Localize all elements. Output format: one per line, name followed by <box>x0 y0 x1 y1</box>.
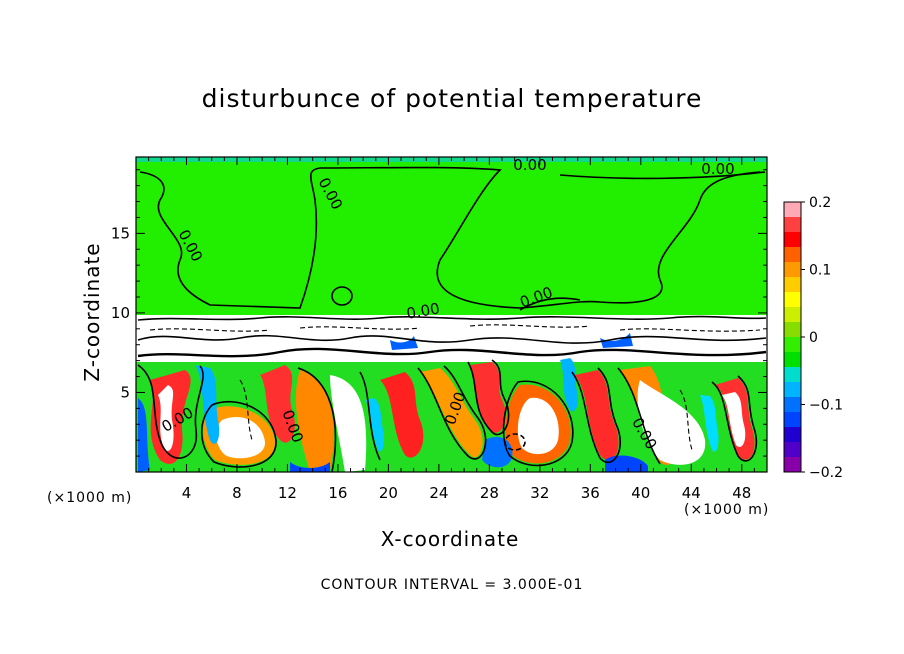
y-tick-label: 15 <box>111 224 130 242</box>
colorbar-swatch <box>784 307 801 323</box>
colorbar-tick-label: 0.2 <box>809 195 831 211</box>
x-unit-right: (×1000 m) <box>684 502 770 518</box>
colorbar-swatch <box>784 412 801 428</box>
x-axis-label: X-coordinate <box>380 527 520 551</box>
negative-contours <box>149 324 761 451</box>
colorbar-swatch <box>784 292 801 308</box>
x-tick-label: 8 <box>232 484 242 502</box>
colorbar-swatch <box>784 427 801 443</box>
colorbar-swatch <box>784 247 801 263</box>
x-tick-label: 44 <box>682 484 701 502</box>
x-tick-label: 20 <box>379 484 398 502</box>
colorbar-swatch <box>784 277 801 293</box>
y-tick-label: 10 <box>111 304 130 322</box>
colorbar-tick-label: 0 <box>809 330 818 346</box>
cool-anomalies <box>138 333 719 472</box>
colorbar-tick-label: −0.1 <box>809 398 843 414</box>
chart-title: disturbunce of potential temperature <box>201 84 703 113</box>
contour-interval-note: CONTOUR INTERVAL = 3.000E-01 <box>320 577 584 593</box>
contour-label: 0.00 <box>513 156 546 174</box>
colorbar-swatch <box>784 322 801 338</box>
x-tick-label: 4 <box>182 484 192 502</box>
x-tick-label: 28 <box>480 484 499 502</box>
x-unit-left: (×1000 m) <box>47 490 133 506</box>
x-tick-label: 36 <box>581 484 600 502</box>
y-tick-label: 5 <box>120 383 130 401</box>
y-axis-ticks: 5 10 15 <box>111 169 767 457</box>
colorbar-swatch <box>784 262 801 278</box>
colorbar-swatch <box>784 367 801 383</box>
colorbar-swatch <box>784 442 801 458</box>
x-tick-label: 48 <box>732 484 751 502</box>
colorbar-tick-label: −0.2 <box>809 465 843 481</box>
x-tick-label: 32 <box>530 484 549 502</box>
upper-layer-field <box>136 157 767 315</box>
colorbar-swatch <box>784 337 801 353</box>
heatmap-field <box>136 157 767 472</box>
colorbar-swatch <box>784 217 801 233</box>
contour-lines <box>137 166 767 472</box>
x-axis-ticks: 4 8 12 16 20 24 28 32 36 40 44 48 <box>148 157 755 502</box>
x-tick-label: 12 <box>278 484 297 502</box>
x-tick-label: 40 <box>631 484 650 502</box>
warm-plumes <box>150 362 755 472</box>
colorbar-swatch <box>784 202 801 218</box>
x-tick-label: 24 <box>429 484 448 502</box>
colorbar-swatch <box>784 457 801 473</box>
colorbar-swatch <box>784 382 801 398</box>
colorbar-swatch <box>784 352 801 368</box>
colorbar: 0.2 0.1 0 −0.1 −0.2 <box>783 195 843 481</box>
contour-label: 0.00 <box>405 299 441 323</box>
contour-label: 0.00 <box>701 160 734 178</box>
x-tick-label: 16 <box>328 484 347 502</box>
colorbar-tick-label: 0.1 <box>809 263 831 279</box>
colorbar-swatch <box>784 397 801 413</box>
colorbar-swatch <box>784 232 801 248</box>
